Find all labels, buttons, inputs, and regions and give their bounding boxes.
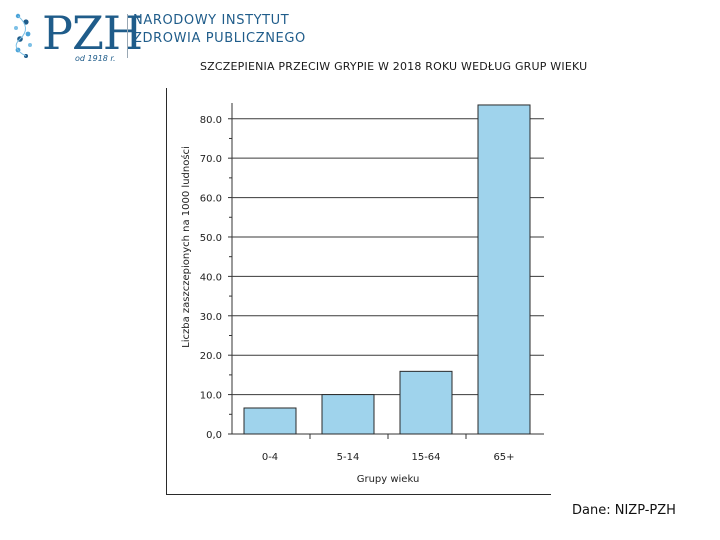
- x-tick-label: 0-4: [262, 452, 278, 463]
- bar-15-64: [399, 370, 453, 435]
- y-tick-label: 70.0: [200, 154, 222, 165]
- dna-helix-icon: [14, 13, 32, 58]
- data-source: Dane: NIZP-PZH: [572, 503, 676, 518]
- institute-name-line1: NARODOWY INSTYTUT: [133, 13, 290, 28]
- bar-5-14: [321, 394, 375, 435]
- y-tick-label: 50.0: [200, 233, 222, 244]
- y-axis-title: Liczba zaszczepionych na 1000 ludności: [180, 146, 192, 348]
- y-tick-label: 60.0: [200, 194, 222, 205]
- y-tick-label: 40.0: [200, 272, 222, 283]
- x-tick-label: 5-14: [337, 452, 360, 463]
- pzh-logo: PZH NARODOWY INSTYTUT ZDROWIA PUBLICZNEG…: [8, 6, 308, 66]
- y-tick-label: 0,0: [206, 430, 222, 441]
- chart-frame: [166, 88, 551, 495]
- x-tick-label: 15-64: [411, 452, 440, 463]
- founded-year: od 1918 r.: [75, 54, 116, 63]
- y-tick-label: 30.0: [200, 312, 222, 323]
- bar-0-4: [243, 407, 297, 435]
- logo-text: PZH: [42, 6, 143, 60]
- y-tick-label: 80.0: [200, 115, 222, 126]
- y-tick-label: 20.0: [200, 351, 222, 362]
- institute-name-line2: ZDROWIA PUBLICZNEGO: [133, 31, 306, 46]
- x-axis-title: Grupy wieku: [357, 474, 420, 485]
- y-tick-label: 10.0: [200, 391, 222, 402]
- logo-divider: [127, 14, 128, 58]
- x-tick-label: 65+: [493, 452, 514, 463]
- chart-title: SZCZEPIENIA PRZECIW GRYPIE W 2018 ROKU W…: [200, 60, 588, 73]
- bar-65+: [477, 104, 531, 435]
